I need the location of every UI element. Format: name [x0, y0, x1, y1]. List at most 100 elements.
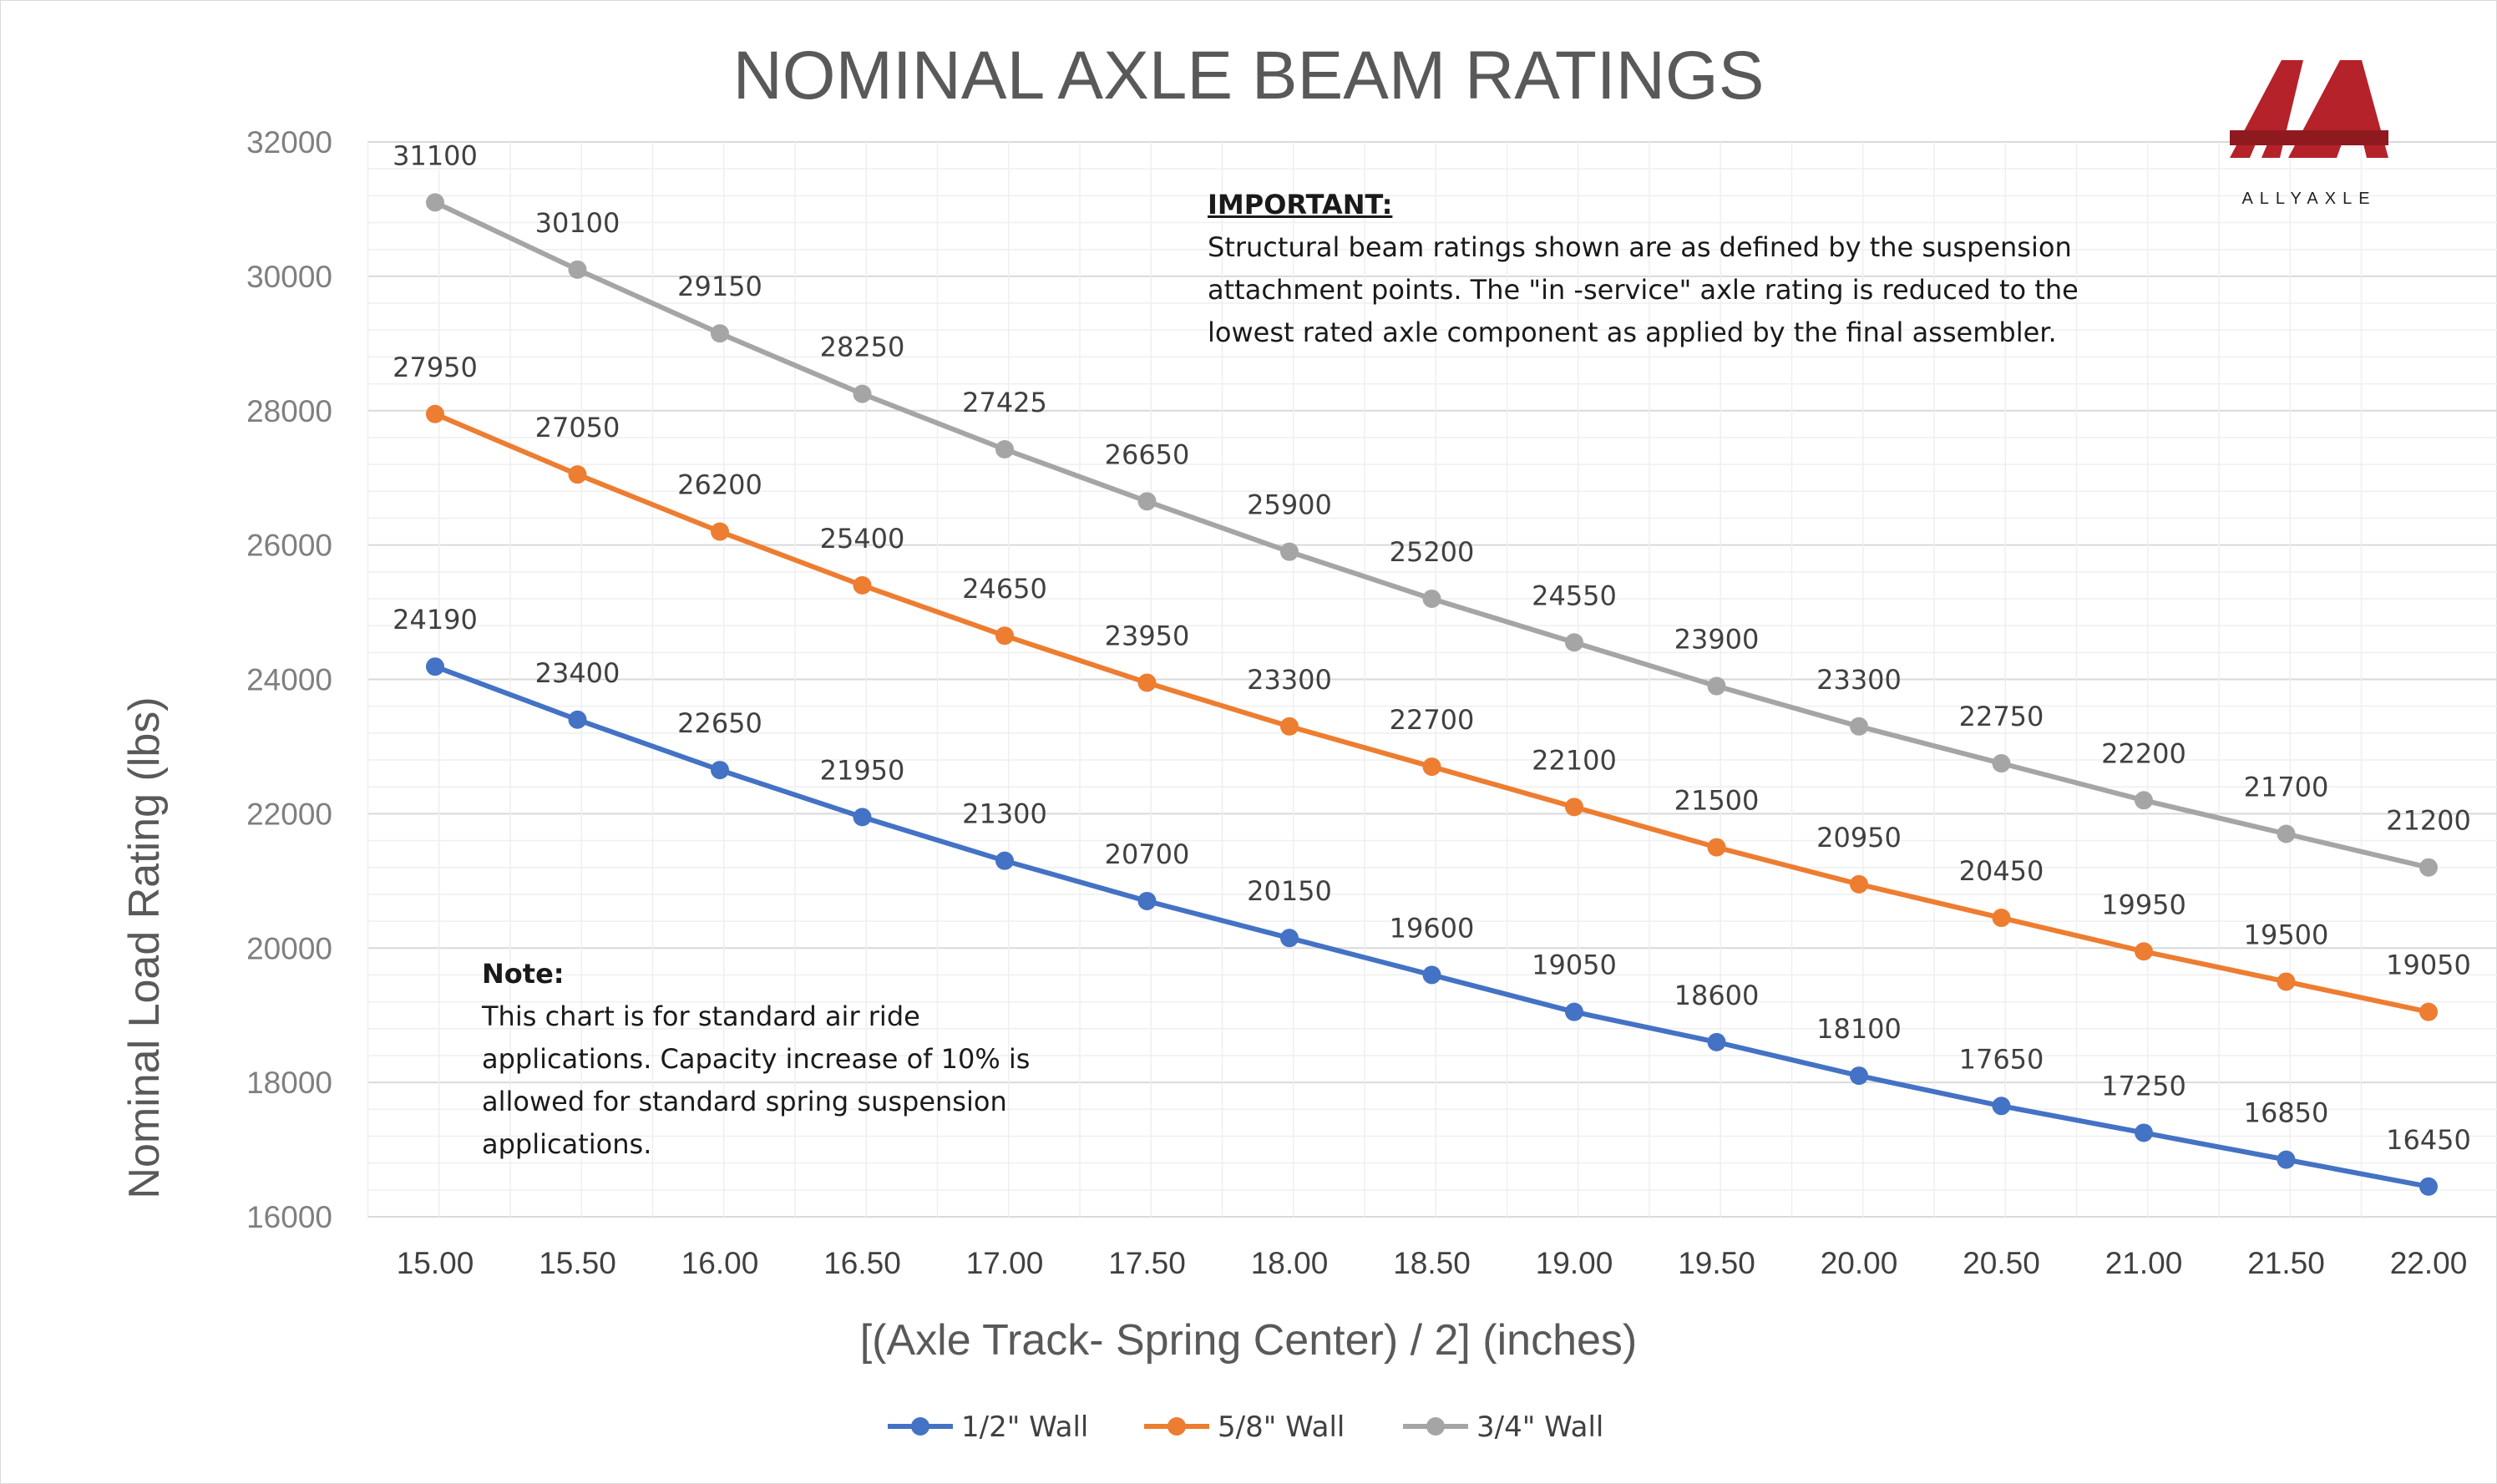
- data-point: [426, 404, 444, 423]
- x-tick-label: 20.50: [1963, 1246, 2040, 1280]
- data-point: [1565, 798, 1583, 817]
- note-box: Note: This chart is for standard air rid…: [482, 953, 1030, 1166]
- note-line: This chart is for standard air ride: [482, 1000, 920, 1032]
- data-point: [995, 626, 1014, 646]
- data-label: 19050: [2386, 950, 2471, 981]
- x-tick-label: 18.00: [1251, 1246, 1329, 1280]
- data-point: [1992, 754, 2011, 773]
- x-tick-label: 17.50: [1108, 1246, 1186, 1280]
- data-point: [2419, 858, 2438, 877]
- data-label: 25200: [1390, 536, 1475, 568]
- data-label: 21200: [2386, 805, 2471, 837]
- data-label: 18100: [1816, 1013, 1902, 1045]
- data-point: [2277, 824, 2296, 843]
- data-point: [711, 522, 729, 541]
- data-point: [1992, 909, 2011, 928]
- x-tick-label: 15.00: [397, 1246, 474, 1280]
- data-point: [568, 260, 587, 279]
- data-label: 22750: [1959, 701, 2044, 732]
- logo-wordmark: ALLYAXLE: [2241, 190, 2376, 208]
- data-label: 21300: [962, 798, 1047, 830]
- data-point: [2277, 972, 2296, 991]
- data-point: [2419, 1002, 2438, 1021]
- data-point: [1422, 757, 1441, 777]
- data-label: 30100: [535, 207, 620, 239]
- series-group: [426, 193, 2438, 1196]
- data-label: 16450: [2386, 1124, 2471, 1156]
- data-point: [1280, 542, 1299, 561]
- data-label: 20150: [1247, 875, 1332, 907]
- x-tick-label: 21.50: [2247, 1246, 2325, 1280]
- x-tick-labels: 15.00 15.50 16.00 16.50 17.00 17.50 18.00 18.50…: [397, 1246, 2468, 1280]
- data-label: 18600: [1674, 980, 1760, 1011]
- data-point: [1280, 929, 1299, 948]
- legend-marker: [1167, 1417, 1186, 1436]
- important-line: attachment points. The "in -service" axl…: [1208, 274, 2079, 306]
- data-label: 19950: [2101, 889, 2186, 920]
- data-point: [1422, 589, 1441, 608]
- data-point: [568, 710, 587, 729]
- data-label: 20450: [1959, 855, 2044, 887]
- data-label: 24550: [1532, 580, 1617, 611]
- data-label: 27425: [962, 387, 1047, 418]
- data-point: [1565, 633, 1583, 652]
- data-point: [853, 575, 872, 595]
- note-line: allowed for standard spring suspension: [482, 1086, 1007, 1117]
- data-point: [1707, 1032, 1726, 1051]
- y-tick-label: 16000: [246, 1200, 332, 1234]
- data-label: 23300: [1816, 664, 1902, 696]
- data-point: [1565, 1002, 1583, 1021]
- data-point: [1422, 965, 1441, 985]
- data-point: [711, 761, 729, 780]
- data-point: [853, 384, 872, 403]
- important-line: Structural beam ratings shown are as def…: [1208, 231, 2072, 263]
- data-point: [2277, 1150, 2296, 1169]
- data-label: 21700: [2244, 772, 2329, 803]
- y-tick-label: 32000: [246, 125, 332, 160]
- y-tick-label: 30000: [246, 260, 332, 294]
- data-label: 20700: [1105, 838, 1190, 870]
- data-label: 31100: [393, 139, 478, 171]
- data-point: [1850, 1066, 1868, 1086]
- data-point: [1850, 874, 1868, 894]
- y-tick-label: 20000: [246, 931, 332, 965]
- x-tick-label: 15.50: [539, 1246, 616, 1280]
- data-label: 17650: [1959, 1043, 2044, 1075]
- data-label: 24650: [962, 573, 1047, 605]
- chart-title: NOMINAL AXLE BEAM RATINGS: [733, 38, 1765, 114]
- x-tick-label: 22.00: [2390, 1246, 2468, 1280]
- data-point: [711, 324, 729, 343]
- data-point: [1992, 1097, 2011, 1116]
- data-label: 28250: [820, 332, 905, 363]
- data-point: [568, 465, 587, 484]
- data-label: 22100: [1532, 744, 1617, 776]
- y-tick-label: 26000: [246, 529, 332, 563]
- data-point: [1137, 673, 1157, 692]
- allyaxle-logo: ALLYAXLE: [2230, 60, 2388, 208]
- important-note: IMPORTANT: Structural beam ratings shown…: [1208, 184, 2079, 354]
- note-heading: Note:: [482, 958, 565, 990]
- data-label: 23400: [535, 657, 620, 689]
- data-point: [995, 851, 1014, 870]
- data-point: [2135, 791, 2153, 810]
- data-point: [1137, 891, 1157, 910]
- x-tick-label: 18.50: [1393, 1246, 1471, 1280]
- data-label: 21500: [1674, 785, 1760, 817]
- data-label: 16850: [2244, 1097, 2329, 1129]
- data-point: [1707, 676, 1726, 696]
- note-line: applications.: [482, 1128, 652, 1160]
- important-line: lowest rated axle component as applied b…: [1208, 317, 2057, 348]
- note-line: applications. Capacity increase of 10% i…: [482, 1043, 1031, 1075]
- data-label: 19500: [2244, 919, 2329, 950]
- data-label: 25400: [820, 523, 905, 555]
- data-label: 29150: [677, 271, 762, 302]
- logo-crossbar: [2230, 130, 2388, 145]
- data-label: 26650: [1105, 438, 1190, 470]
- data-point: [2419, 1177, 2438, 1196]
- data-point: [853, 808, 872, 827]
- data-point: [2135, 942, 2153, 961]
- legend: 1/2" Wall 5/8" Wall 3/4" Wall: [888, 1411, 1603, 1444]
- x-tick-label: 20.00: [1821, 1246, 1898, 1280]
- data-point: [426, 193, 444, 212]
- x-tick-label: 17.00: [966, 1246, 1044, 1280]
